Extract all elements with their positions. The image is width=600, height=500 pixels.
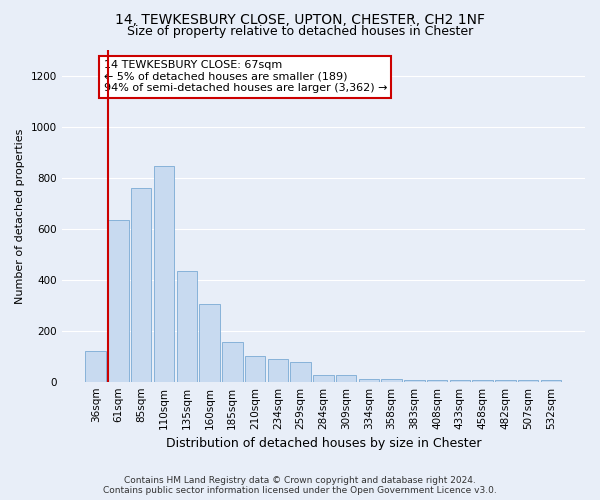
Bar xyxy=(427,380,448,382)
Text: 14, TEWKESBURY CLOSE, UPTON, CHESTER, CH2 1NF: 14, TEWKESBURY CLOSE, UPTON, CHESTER, CH… xyxy=(115,12,485,26)
Bar xyxy=(245,356,265,382)
Bar xyxy=(541,380,561,382)
Bar xyxy=(131,188,151,382)
Text: 14 TEWKESBURY CLOSE: 67sqm
← 5% of detached houses are smaller (189)
94% of semi: 14 TEWKESBURY CLOSE: 67sqm ← 5% of detac… xyxy=(104,60,387,93)
Bar xyxy=(154,166,174,382)
Bar xyxy=(176,270,197,382)
X-axis label: Distribution of detached houses by size in Chester: Distribution of detached houses by size … xyxy=(166,437,481,450)
Bar xyxy=(290,362,311,382)
Bar xyxy=(268,359,288,382)
Bar xyxy=(313,374,334,382)
Bar xyxy=(336,374,356,382)
Bar xyxy=(449,380,470,382)
Bar xyxy=(404,380,425,382)
Bar xyxy=(472,380,493,382)
Bar xyxy=(85,351,106,382)
Bar xyxy=(222,342,242,382)
Bar xyxy=(518,380,538,382)
Y-axis label: Number of detached properties: Number of detached properties xyxy=(15,128,25,304)
Bar xyxy=(108,220,129,382)
Bar xyxy=(495,380,515,382)
Bar xyxy=(382,379,402,382)
Bar xyxy=(359,379,379,382)
Bar xyxy=(199,304,220,382)
Text: Contains HM Land Registry data © Crown copyright and database right 2024.
Contai: Contains HM Land Registry data © Crown c… xyxy=(103,476,497,495)
Text: Size of property relative to detached houses in Chester: Size of property relative to detached ho… xyxy=(127,25,473,38)
